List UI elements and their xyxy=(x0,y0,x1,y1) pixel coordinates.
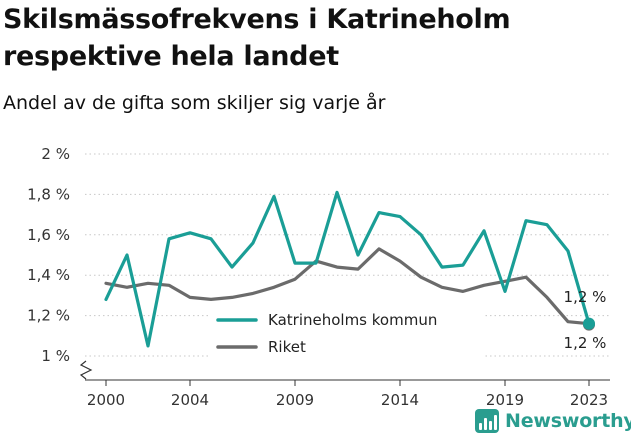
end-point-katrineholm xyxy=(583,317,595,330)
y-axis-break xyxy=(79,360,93,380)
chart-subtitle: Andel av de gifta som skiljer sig varje … xyxy=(3,92,386,114)
legend-label-riket: Riket xyxy=(268,338,306,356)
y-tick-label: 1,6 % xyxy=(27,226,70,244)
y-tick-label: 2 % xyxy=(41,145,70,163)
newsworthy-logo-icon xyxy=(475,409,499,433)
x-tick-label: 2000 xyxy=(87,391,125,409)
x-tick-label: 2014 xyxy=(381,391,419,409)
x-tick-label: 2023 xyxy=(570,391,608,409)
y-tick-label: 1 % xyxy=(41,347,70,365)
brand-name: Newsworthy xyxy=(505,410,631,432)
x-tick-label: 2004 xyxy=(171,391,209,409)
y-tick-label: 1,4 % xyxy=(27,266,70,284)
chart-title: Skilsmässofrekvens i Katrineholm respekt… xyxy=(3,4,511,72)
legend-box xyxy=(210,306,485,362)
end-label-riket: 1,2 % xyxy=(564,334,607,352)
x-tick-label: 2009 xyxy=(276,391,314,409)
y-tick-label: 1,2 % xyxy=(27,307,70,325)
end-label-katrineholm: 1,2 % xyxy=(564,288,607,306)
y-tick-label: 1,8 % xyxy=(27,185,70,203)
series-line-katrineholm xyxy=(104,190,591,348)
x-tick-label: 2019 xyxy=(486,391,524,409)
newsworthy-brand: Newsworthy xyxy=(475,406,631,436)
legend-label-katrineholm: Katrineholms kommun xyxy=(268,311,437,329)
